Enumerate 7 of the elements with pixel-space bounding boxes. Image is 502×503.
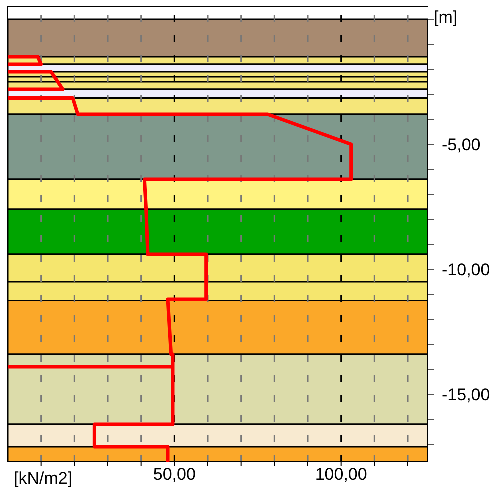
y-tick-label: -10,00 — [442, 260, 490, 280]
x-tick-label: 50,00 — [153, 465, 196, 484]
y-tick-label: -5,00 — [442, 136, 481, 155]
y-tick-label: -15,00 — [442, 386, 490, 405]
x-tick-label: 100,00 — [315, 465, 368, 484]
x-axis-title: [kN/m2] — [14, 469, 73, 489]
y-axis-title: [m] — [434, 8, 458, 28]
